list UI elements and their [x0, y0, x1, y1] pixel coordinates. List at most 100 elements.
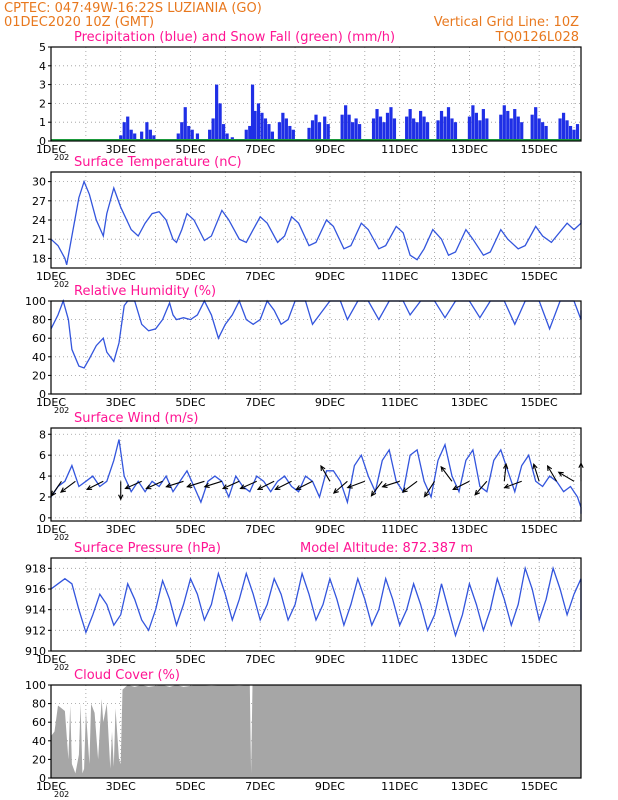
series-line-temp: [50, 179, 582, 265]
ytick-label: 4: [39, 470, 46, 483]
precip-bar: [537, 118, 541, 141]
precip-bar: [575, 124, 580, 141]
panel-precip: 0 1 2 3 4 5 1DEC 3DEC 5DEC 7DEC 9DEC 11DEC 13DEC 15DE…: [36, 30, 582, 162]
wind-arrow-head: [440, 465, 446, 472]
wind-arrow-head: [124, 484, 131, 490]
precip-bar: [281, 112, 285, 141]
wind-arrow: [51, 480, 62, 497]
ytick-label: 2: [39, 97, 46, 110]
grid-wind: [50, 428, 581, 521]
wind-arrow-head: [85, 485, 93, 490]
ytick-label: 910: [25, 645, 46, 658]
precip-bar: [211, 118, 215, 141]
precip-bar: [405, 116, 409, 141]
xtick-year-fragment: 202: [54, 663, 69, 672]
wind-arrow: [125, 480, 142, 489]
wind-arrow: [320, 465, 331, 482]
xtick-label: 7DEC: [245, 523, 275, 536]
panel-frame-cloud: [50, 684, 582, 779]
precip-bar: [248, 125, 252, 141]
header-location: CPTEC: 047:49W-16:22S LUZIANIA (GO): [4, 1, 262, 16]
precip-bar: [408, 109, 412, 141]
ytick-label: 1: [39, 116, 46, 129]
precip-bar: [129, 129, 133, 141]
precip-bar: [385, 112, 390, 141]
wind-arrow-head: [118, 494, 124, 501]
ytick-label: 20: [32, 753, 46, 766]
precip-bar: [439, 110, 444, 141]
xtick-year-fragment: 202: [54, 280, 69, 289]
xtick-label: 11DEC: [381, 780, 418, 793]
precip-bar: [443, 116, 447, 141]
panel-frame-pres: [50, 557, 582, 652]
wind-arrow: [424, 480, 436, 497]
xtick-label: 13DEC: [451, 780, 488, 793]
xtick-label: 15DEC: [521, 396, 558, 409]
ytick-label: 30: [32, 176, 46, 189]
wind-arrow: [547, 465, 558, 482]
wind-arrow-head: [346, 483, 353, 489]
xtick-year-fragment: 202: [54, 533, 69, 542]
xtick-label: 1DEC: [36, 270, 66, 283]
ytick-label: 27: [32, 195, 46, 208]
wind-arrow: [166, 480, 184, 488]
wind-arrow-head: [145, 484, 152, 490]
ytick-label: 100: [25, 679, 46, 692]
precip-bar: [256, 103, 261, 141]
precip-bar: [561, 112, 566, 141]
precip-bar: [530, 114, 534, 141]
wind-arrow-head: [370, 490, 377, 497]
precip-bar: [415, 122, 419, 141]
ytick-label: 18: [32, 252, 46, 265]
precip-bar: [378, 116, 383, 141]
wind-arrow-head: [274, 485, 281, 490]
wind-arrow-head: [332, 488, 339, 494]
ytick-label: 0: [39, 135, 46, 148]
precip-bar: [218, 103, 222, 141]
wind-arrow-head: [452, 485, 459, 490]
panel-title: Cloud Cover (%): [74, 668, 180, 683]
precip-bar: [347, 114, 351, 141]
ytick-label: 8: [39, 428, 46, 441]
header-init-time: 01DEC2020 10Z (GMT): [4, 15, 154, 30]
xtick-label: 1DEC: [36, 396, 66, 409]
xtick-label: 15DEC: [521, 523, 558, 536]
precip-bar: [180, 122, 184, 141]
xtick-label: 7DEC: [245, 396, 275, 409]
wind-arrow: [382, 480, 400, 488]
wind-arrow: [371, 480, 383, 497]
panel-title: Precipitation (blue) and Snow Fall (gree…: [74, 30, 395, 45]
precip-bar: [244, 129, 248, 141]
xtick-label: 5DEC: [175, 396, 205, 409]
xtick-label: 15DEC: [521, 270, 558, 283]
grid-temp: [50, 172, 581, 268]
wind-arrow: [296, 480, 313, 490]
precip-bar: [225, 133, 229, 141]
panel-rh: 0 20 40 60 80 100 1DEC 3DEC 5DEC 7DEC 9DEC 11DEC 13D…: [25, 284, 582, 415]
ytick-label: 80: [32, 314, 46, 327]
wind-arrow: [204, 480, 223, 488]
panel-title: Surface Temperature (nC): [74, 155, 242, 170]
precip-bar: [354, 118, 358, 141]
ytick-label: 912: [25, 624, 46, 637]
cloud-cover-area: [51, 685, 581, 778]
xtick-year-fragment: 202: [54, 790, 69, 799]
header: CPTEC: 047:49W-16:22S LUZIANIA (GO) 01DE…: [4, 1, 579, 45]
precip-bar: [195, 133, 200, 141]
xtick-label: 1DEC: [36, 523, 66, 536]
xtick-label: 13DEC: [451, 270, 488, 283]
precip-bar: [453, 122, 458, 141]
wind-arrow-head: [221, 484, 229, 490]
precip-bar: [509, 118, 513, 141]
xtick-label: 3DEC: [106, 780, 136, 793]
precip-bar: [344, 105, 348, 141]
precip-bar: [520, 122, 524, 141]
precip-bar: [260, 112, 264, 141]
wind-arrow: [347, 480, 366, 489]
xtick-label: 11DEC: [381, 523, 418, 536]
wind-arrow-head: [546, 464, 553, 472]
precip-bar: [288, 125, 292, 141]
precip-bar: [506, 110, 510, 141]
precip-bar: [183, 107, 187, 141]
wind-arrow: [333, 480, 348, 494]
